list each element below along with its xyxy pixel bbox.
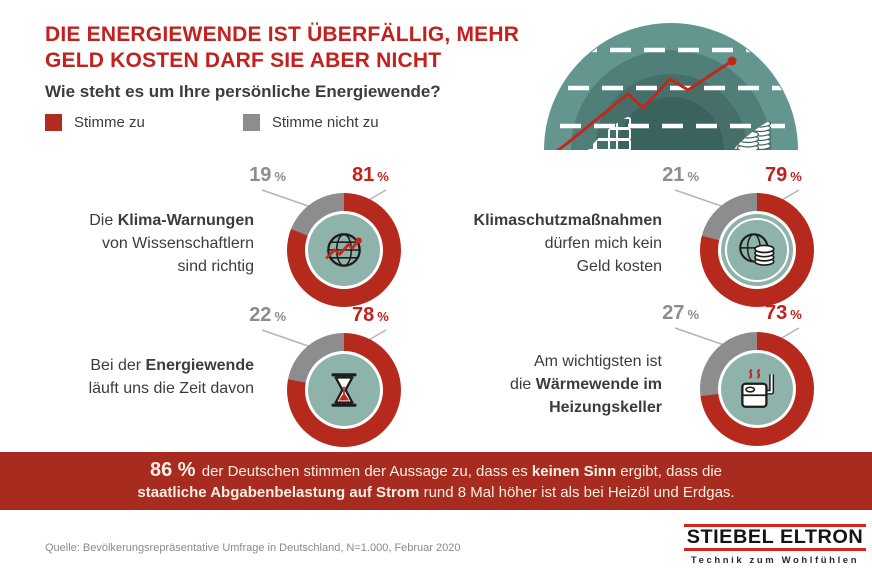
donut2-agree-label: 79% [765,164,802,186]
donut-chart-1 [287,193,401,307]
survey-question: Wie steht es um Ihre persönliche Energie… [45,82,441,101]
statement-4: Am wichtigsten ist die Wärmewende im Hei… [509,353,662,416]
donut-chart-2 [700,193,814,307]
statement-1: Die Klima-Warnungen von Wissenschaftlern… [89,212,254,275]
donut2-disagree-label: 21% [662,164,699,186]
globe-trend-icon [325,233,362,267]
page-title: DIE ENERGIEWENDE IST ÜBERFÄLLIG, MEHR GE… [45,22,545,74]
donut3-agree-label: 78% [352,304,389,326]
banner-line1: 86 % der Deutschen stimmen der Aussage z… [149,458,723,481]
legend: Stimme zu Stimme nicht zu [45,114,465,131]
globe-coins-icon [739,233,775,266]
donut-chart-4 [700,332,814,446]
page-title-line1: DIE ENERGIEWENDE IST ÜBERFÄLLIG, MEHR [45,23,520,46]
banner-line2: staatliche Abgabenbelastung auf Strom ru… [137,483,735,501]
statement-3: Bei der Energiewende läuft uns die Zeit … [88,357,254,397]
donut1-disagree-label: 19% [249,164,286,186]
statement-2: Klimaschutzmaßnahmen dürfen mich kein Ge… [473,212,662,275]
legend-disagree-label: Stimme nicht zu [271,114,379,131]
boiler-heat-icon [741,369,775,408]
legend-item-disagree: Stimme nicht zu [242,114,437,131]
donut3-disagree-label: 22% [249,304,286,326]
disagree-swatch-icon [242,114,260,131]
donut4-disagree-label: 27% [662,302,699,324]
page-title-line2: GELD KOSTEN DARF SIE ABER NICHT [45,49,442,72]
key-stat-banner: 86 % der Deutschen stimmen der Aussage z… [0,452,872,510]
donut-chart-3 [287,333,401,447]
growth-line-icon [555,56,737,150]
brand-name: STIEBEL ELTRON [686,526,864,548]
agree-swatch-icon [45,114,62,131]
stiebel-eltron-logo: STIEBEL ELTRON Technik zum Wohlfühlen [684,524,866,566]
hourglass-icon [331,373,357,407]
donut1-agree-label: 81% [352,164,389,186]
legend-item-agree: Stimme zu [45,114,203,131]
logo-bottom-rule [684,548,866,551]
donut4-agree-label: 73% [765,302,802,324]
source-note: Quelle: Bevölkerungsrepräsentative Umfra… [45,542,461,554]
logo-top-rule [684,524,866,527]
money-growth-illustration [544,23,798,150]
brand-tagline: Technik zum Wohlfühlen [690,555,860,566]
legend-agree-label: Stimme zu [74,114,145,131]
